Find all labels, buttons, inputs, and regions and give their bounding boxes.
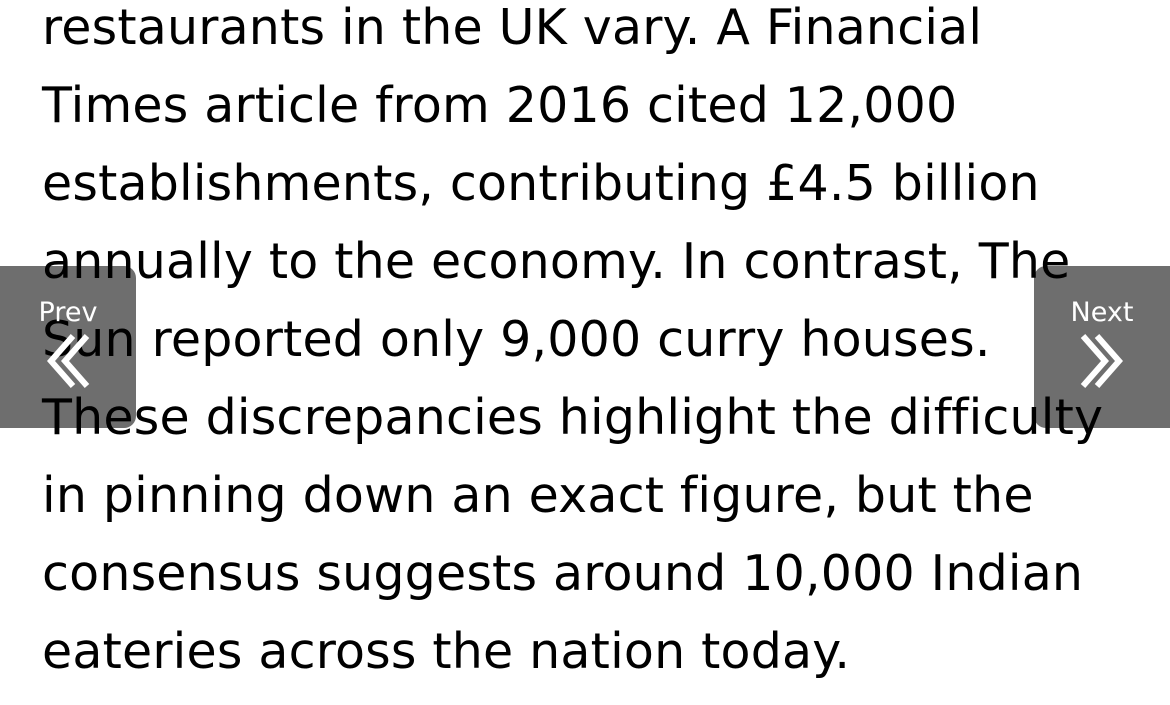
prev-button[interactable]: Prev bbox=[0, 266, 136, 428]
text-line: in pinning down an exact figure, but the bbox=[42, 467, 1034, 524]
text-line: restaurants in the UK vary. A Financial bbox=[42, 0, 983, 56]
next-button[interactable]: Next bbox=[1034, 266, 1170, 428]
text-line: Times article from 2016 cited 12,000 bbox=[42, 77, 958, 134]
text-line: consensus suggests around 10,000 Indian bbox=[42, 545, 1084, 602]
text-line: Sun reported only 9,000 curry houses. bbox=[42, 311, 991, 368]
text-line: These discrepancies highlight the diffic… bbox=[42, 389, 1104, 446]
prev-button-label: Prev bbox=[38, 297, 98, 328]
double-chevron-right-icon bbox=[1080, 332, 1124, 397]
double-chevron-left-icon bbox=[46, 332, 90, 397]
text-line: annually to the economy. In contrast, Th… bbox=[42, 233, 1071, 290]
text-line: eateries across the nation today. bbox=[42, 623, 851, 680]
article-text: restaurants in the UK vary. A Financial … bbox=[42, 0, 1170, 691]
next-button-label: Next bbox=[1070, 297, 1134, 328]
text-line: establishments, contributing £4.5 billio… bbox=[42, 155, 1040, 212]
